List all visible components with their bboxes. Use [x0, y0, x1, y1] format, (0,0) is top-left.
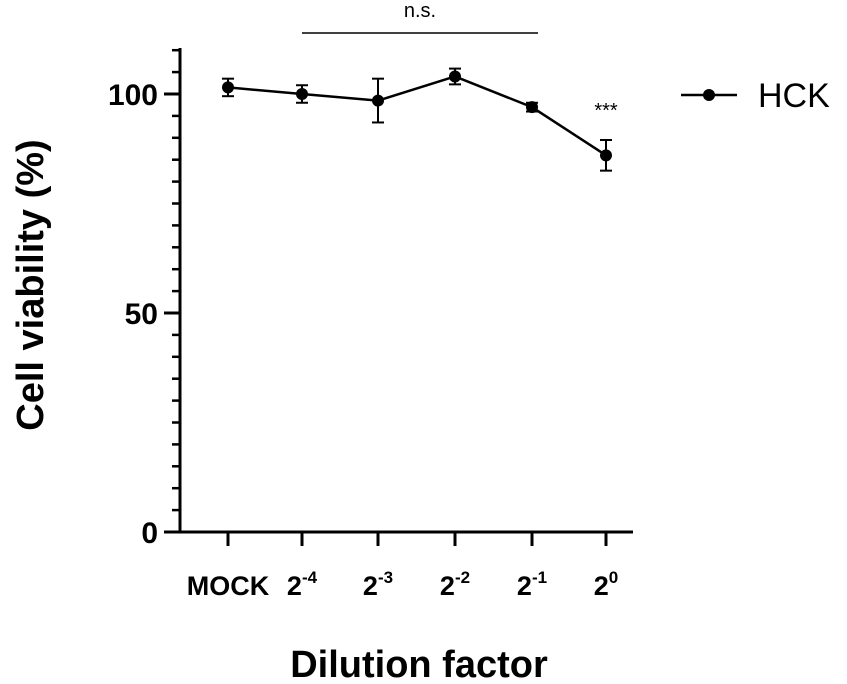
significance-stars: ***	[594, 100, 618, 122]
significance-label: n.s.	[404, 0, 436, 22]
series-layer	[222, 67, 612, 172]
legend-marker	[703, 89, 715, 101]
legend-label: HCK	[758, 77, 830, 115]
legend: HCK	[681, 77, 830, 115]
annotations: n.s. ***	[302, 0, 618, 122]
x-tick-label: 2-3	[363, 568, 393, 601]
x-tick-label: 2-4	[287, 568, 318, 601]
x-tick-label: MOCK	[187, 571, 270, 601]
y-axis-title: Cell viability (%)	[10, 139, 52, 430]
data-point	[222, 81, 234, 94]
y-tick-label: 100	[108, 79, 158, 112]
data-point	[600, 149, 612, 162]
data-point	[526, 101, 538, 114]
x-axis-title: Dilution factor	[290, 644, 548, 684]
data-point	[296, 88, 308, 100]
series-line	[227, 75, 607, 157]
data-point	[372, 94, 384, 107]
x-tick-label: 2-2	[440, 568, 470, 601]
data-point	[449, 70, 461, 83]
x-tick-label: 2-1	[517, 568, 547, 601]
axes: 0 50 100 MOCK 2-4 2-3 2-2 2-1 20	[108, 48, 633, 601]
x-tick-label: 20	[594, 568, 619, 601]
y-tick-label: 0	[141, 517, 158, 550]
y-tick-label: 50	[125, 298, 158, 331]
